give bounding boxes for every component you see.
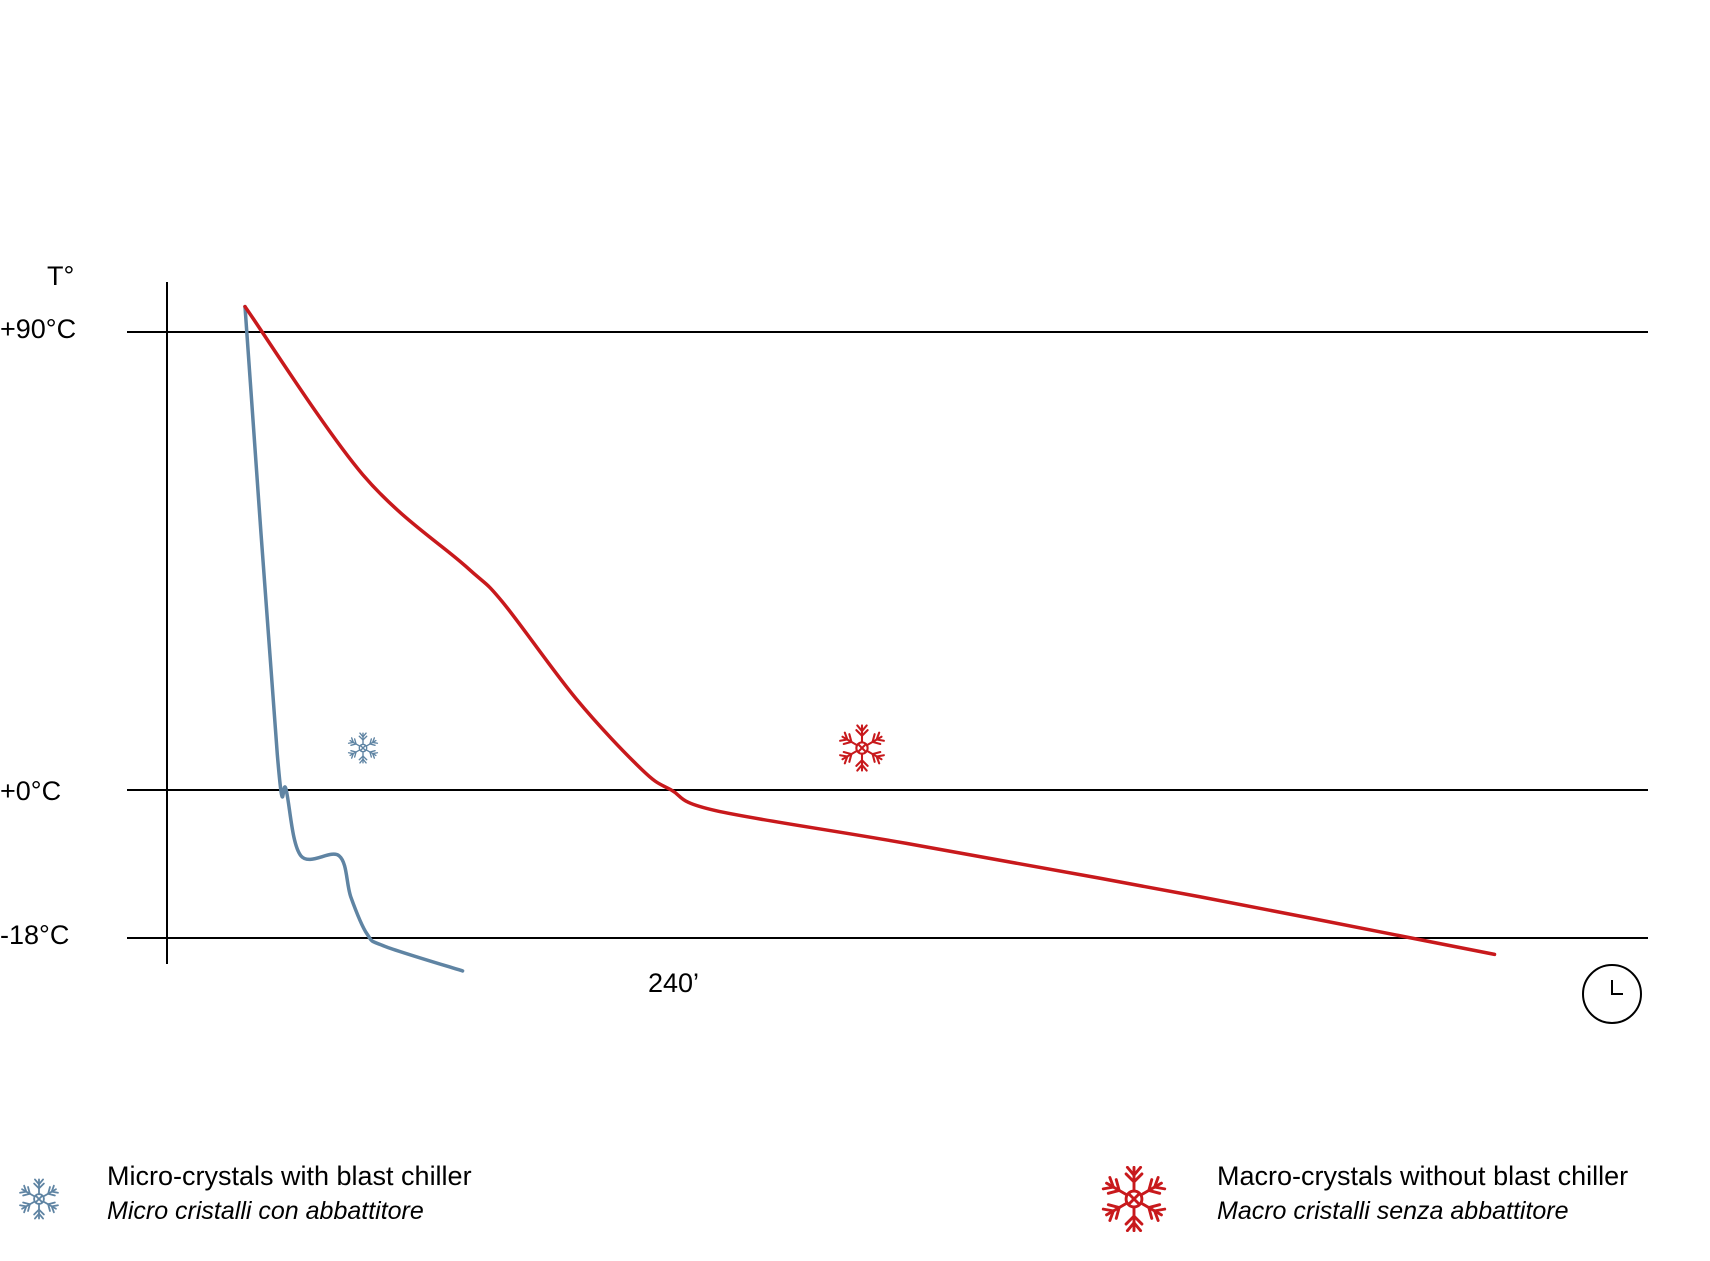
y-tick-label-90: +90°C [0, 314, 76, 344]
snowflake-icon [348, 733, 377, 763]
legend-label-macro: Macro-crystals without blast chiller [1217, 1161, 1629, 1191]
y-tick-label-0: +0°C [0, 776, 61, 806]
series-line-micro [243, 304, 465, 973]
snowflake-icon [840, 725, 885, 770]
legend-label-macro-it: Macro cristalli senza abbattitore [1217, 1197, 1569, 1225]
series-line-macro [243, 304, 1497, 957]
legend-label-micro: Micro-crystals with blast chiller [107, 1161, 472, 1191]
legend-label-micro-it: Micro cristalli con abbattitore [107, 1197, 424, 1225]
y-axis-label: T° [47, 261, 74, 291]
x-annotation-240: 240’ [648, 968, 699, 998]
y-tick-label-minus18: -18°C [0, 920, 69, 950]
clock-icon [1582, 964, 1642, 1024]
snowflake-icon [1101, 1166, 1167, 1232]
snowflake-icon [16, 1176, 62, 1222]
